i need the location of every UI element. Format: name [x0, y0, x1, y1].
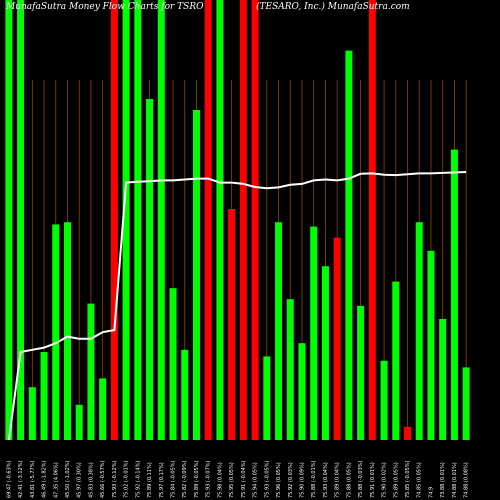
bar [439, 319, 447, 440]
x-tick-label: 75.89 (-0.05%) [194, 460, 200, 498]
x-tick-label: 47.35 (4.06%) [53, 462, 59, 498]
bar [181, 349, 189, 440]
x-tick-label: 75.89 (0.05%) [393, 462, 399, 498]
bar [110, 0, 118, 440]
x-tick-label: 75.82 (-0.09%) [182, 460, 188, 498]
bar [392, 281, 400, 440]
x-tick-label: 75.88 (-0.01%) [311, 460, 317, 498]
bar [87, 303, 95, 440]
x-tick-label: 75.91 (-0.04%) [241, 460, 247, 498]
bar [357, 305, 365, 440]
bar [239, 0, 247, 440]
bar [368, 0, 376, 440]
bar [275, 222, 283, 440]
bar [5, 0, 13, 440]
x-tick-label: 75.94 (0.05%) [253, 462, 259, 498]
x-tick-label: 75.93 (-0.12%) [112, 460, 118, 498]
x-tick-label: 74.9 [428, 487, 434, 498]
bar [75, 404, 83, 440]
bar [380, 360, 388, 440]
x-tick-label: 75.90 (0.02%) [382, 462, 388, 498]
bar [321, 266, 329, 440]
bar [52, 224, 60, 440]
bar [122, 0, 130, 440]
bar [28, 387, 36, 440]
bar [298, 343, 306, 440]
chart-subtitle: (TESARO, Inc.) MunafaSutra.com [256, 1, 410, 12]
x-tick-label: 75.96 (0.05%) [276, 462, 282, 498]
bar [99, 378, 107, 440]
bar [415, 222, 423, 440]
x-tick-label: 75.93 (-0.05%) [264, 460, 270, 498]
bar [404, 426, 412, 440]
bar-series [5, 0, 470, 440]
x-tick-label: 75.98 (0.04%) [217, 462, 223, 498]
x-tick-label: 75.97 (0.17%) [159, 462, 165, 498]
bar [192, 110, 200, 440]
bar [17, 0, 25, 440]
x-tick-label: 45.50 (-1.02%) [65, 460, 71, 498]
x-tick-label: 45.97 (0.30%) [77, 462, 83, 498]
bar [216, 0, 224, 440]
bar [427, 250, 435, 440]
x-tick-label: 75.93 (-0.07%) [206, 460, 212, 498]
bar [146, 99, 154, 440]
bar [63, 222, 71, 440]
bar [134, 0, 142, 440]
x-tick-label: 75.84 (-0.05%) [171, 460, 177, 498]
x-tick-label: 75.95 (0.05%) [229, 462, 235, 498]
bar [169, 288, 177, 440]
bar [228, 209, 236, 440]
bar [286, 299, 294, 440]
bar [263, 356, 271, 440]
x-tick-label: 74.88 (0.08%) [464, 462, 470, 498]
bar [462, 367, 470, 440]
x-tick-label: 75.92 (-0.14%) [135, 460, 141, 498]
chart-title: MunafaSutra Money Flow Charts for TSRO [5, 2, 204, 12]
x-tick-label: 75.91 (0.01%) [370, 462, 376, 498]
x-tick-label: 73.88 (0.01%) [440, 462, 446, 498]
x-tick-label: 74.85 (0.05%) [417, 462, 423, 498]
x-tick-label: 45.66 (-0.57%) [100, 460, 106, 498]
x-tick-labels: 69.47 (-0.63%) 42.41 (-3.12%) 43.81 (-5.77… [6, 460, 469, 498]
bar [251, 0, 259, 440]
x-tick-label: 75.92 (0.03%) [288, 462, 294, 498]
bar [345, 50, 353, 440]
x-tick-label: 42.41 (-3.12%) [18, 460, 24, 498]
bar [333, 237, 341, 440]
bar [450, 149, 458, 440]
x-tick-label: 75.02 (-0.01%) [124, 460, 130, 498]
money-flow-line [7, 171, 467, 441]
x-tick-label: 75.85 (-0.05%) [405, 460, 411, 498]
x-tick-label: 43.81 (-5.77%) [30, 460, 36, 498]
bar [310, 226, 318, 440]
x-tick-label: 45.83 (0.38%) [88, 462, 94, 498]
x-tick-label: 75.93 (0.04%) [323, 462, 329, 498]
x-tick-label: 75.88 (-0.03%) [358, 460, 364, 498]
x-tick-label: 46.49 (-1.82%) [42, 460, 48, 498]
x-tick-label: 75.89 (0.11%) [147, 462, 153, 498]
bar [40, 352, 48, 440]
bar [157, 0, 165, 440]
x-tick-label: 74.88 (0.01%) [452, 462, 458, 498]
x-tick-label: 69.47 (-0.63%) [6, 460, 12, 498]
x-tick-label: 75.90 (0.09%) [299, 462, 305, 498]
x-tick-label: 75.89 (0.04%) [335, 462, 341, 498]
bar [204, 0, 212, 440]
x-tick-label: 75.88 (0.05%) [346, 462, 352, 498]
